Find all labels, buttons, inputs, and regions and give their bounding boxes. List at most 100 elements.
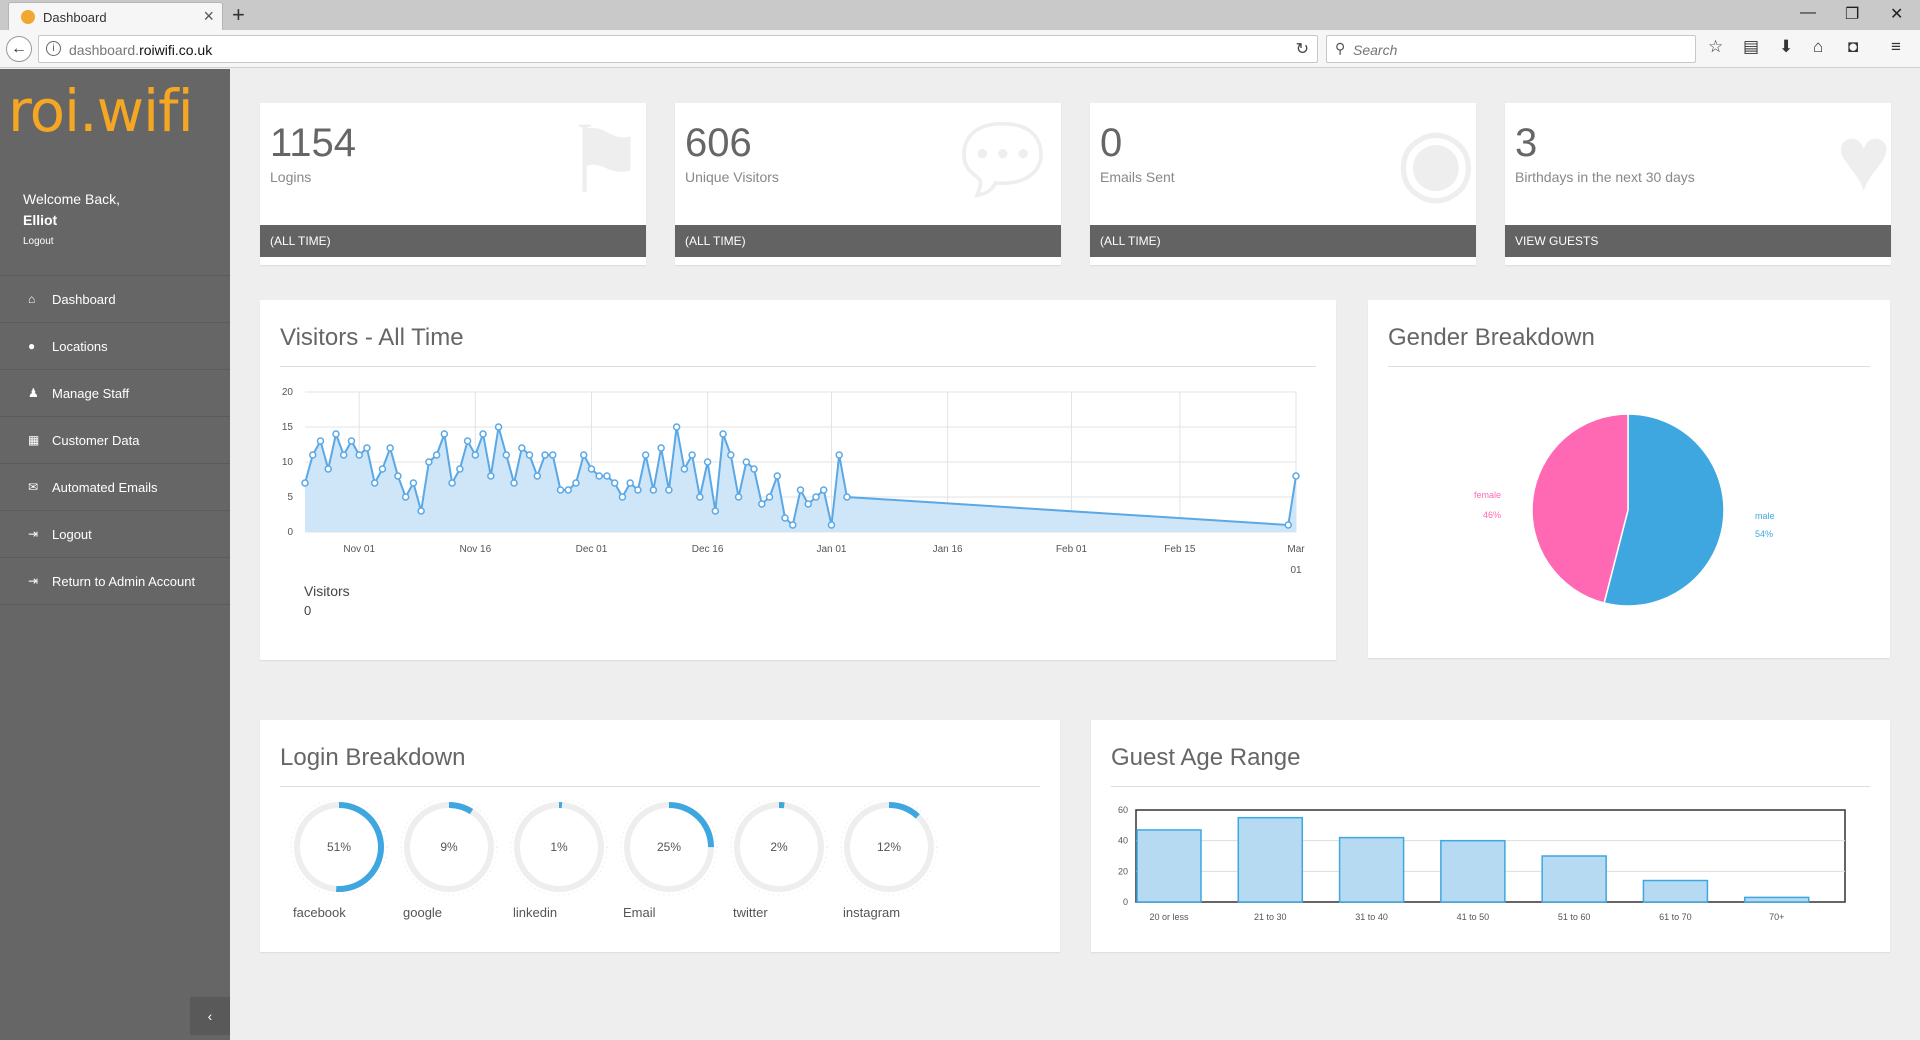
bookmark-star-icon[interactable]: ☆: [1708, 37, 1724, 56]
visitors-panel: Visitors - All Time 0 5 10 15 20 Nov 01 Nov 16…: [260, 300, 1336, 660]
donut-tick-ring: [400, 800, 498, 896]
data-point: [471, 451, 480, 459]
stat-footer[interactable]: (ALL TIME): [260, 225, 646, 257]
window-close-icon[interactable]: ✕: [1890, 6, 1904, 23]
sidebar-item-locations[interactable]: ● Locations: [0, 323, 230, 370]
donut-name-label: Email: [623, 905, 656, 920]
collapse-sidebar-button[interactable]: ‹: [190, 997, 230, 1035]
close-tab-icon[interactable]: ×: [203, 6, 214, 26]
data-point: [425, 458, 433, 466]
stat-footer[interactable]: (ALL TIME): [675, 225, 1061, 257]
data-point: [448, 479, 456, 487]
x-tick-label: 51 to 60: [1558, 912, 1591, 922]
home-button-icon[interactable]: ⌂: [1813, 37, 1824, 56]
reading-list-icon[interactable]: ▤: [1743, 37, 1760, 56]
stat-footer[interactable]: (ALL TIME): [1090, 225, 1476, 257]
stat-label: Logins: [270, 169, 312, 185]
download-icon[interactable]: ⬇: [1779, 37, 1794, 56]
donut-name-label: facebook: [293, 905, 346, 920]
sidebar-logout-link[interactable]: Logout: [23, 236, 54, 247]
sidebar-item-label: Return to Admin Account: [52, 573, 196, 589]
browser-search[interactable]: ⚲: [1326, 35, 1696, 63]
data-point: [332, 430, 340, 438]
data-point: [626, 479, 634, 487]
divider: [280, 786, 1040, 787]
x-tick-label: 61 to 70: [1659, 912, 1692, 922]
data-point: [339, 451, 348, 459]
x-tick-label: Jan 01: [816, 544, 846, 555]
donut-arc-linkedin: [514, 802, 604, 892]
data-point: [324, 465, 332, 473]
back-icon[interactable]: ←: [6, 36, 32, 62]
browser-tab[interactable]: Dashboard ×: [8, 2, 223, 30]
chevron-left-icon: ‹: [207, 1008, 213, 1024]
favicon-icon: [21, 10, 35, 24]
search-icon: ⚲: [1335, 40, 1346, 56]
new-tab-icon[interactable]: +: [232, 2, 245, 27]
data-point: [541, 451, 549, 459]
restore-icon[interactable]: ❐: [1845, 6, 1860, 23]
data-point: [518, 444, 526, 452]
visitors-line-chart: 0 5 10 15 20 Nov 01 Nov 16 Dec 01 Dec 16 Jan 01 Ja…: [282, 387, 1305, 576]
url-bar[interactable]: i dashboard.roiwifi.co.uk ↻: [38, 35, 1318, 63]
stat-value: 0: [1100, 121, 1123, 165]
age-range-panel: Guest Age Range 0 20 40 60 20 or less 21 to 3…: [1091, 720, 1890, 952]
panel-title: Login Breakdown: [280, 744, 466, 771]
data-point: [835, 451, 843, 459]
data-point: [703, 458, 712, 466]
sidebar-item-manage-staff[interactable]: ♟ Manage Staff: [0, 370, 230, 417]
data-point: [680, 465, 689, 473]
sidebar-item-automated-emails[interactable]: ✉ Automated Emails: [0, 464, 230, 511]
data-point: [672, 423, 681, 431]
reload-icon[interactable]: ↻: [1295, 41, 1309, 58]
y-tick-label: 15: [282, 422, 294, 433]
x-tick-label: Feb 01: [1056, 544, 1088, 555]
y-tick-label: 10: [282, 457, 294, 468]
sidebar-item-customer-data[interactable]: ▦ Customer Data: [0, 417, 230, 464]
x-tick-label: Mar: [1287, 544, 1305, 555]
bar-21-to-30: [1237, 816, 1304, 903]
login-breakdown-panel: Login Breakdown 51% facebook 9% google 1% lin…: [260, 720, 1060, 952]
pocket-icon[interactable]: ◘: [1848, 37, 1859, 56]
data-point: [363, 444, 371, 452]
data-point: [525, 451, 534, 459]
sidebar-nav: ⌂ Dashboard ● Locations ♟ Manage Staff ▦ Cus…: [0, 275, 230, 605]
data-point: [595, 472, 603, 480]
view-guests-button[interactable]: VIEW GUESTS: [1505, 225, 1891, 257]
bar-70-: [1743, 896, 1810, 903]
bar-51-to-60: [1541, 855, 1607, 903]
x-tick-label: Nov 01: [343, 544, 375, 555]
sidebar-item-dashboard[interactable]: ⌂ Dashboard: [0, 276, 230, 323]
area-fill: [305, 427, 1296, 532]
tab-title: Dashboard: [43, 10, 107, 25]
minimize-icon[interactable]: —: [1800, 4, 1816, 21]
stat-label: Unique Visitors: [685, 169, 779, 185]
menu-icon[interactable]: ≡: [1891, 37, 1901, 56]
bar-61-to-70: [1642, 879, 1709, 903]
stat-card-birthdays: ♥ 3 Birthdays in the next 30 days VIEW G…: [1505, 103, 1891, 265]
sidebar-item-label: Logout: [52, 526, 92, 542]
sidebar-item-return-admin[interactable]: ⇥ Return to Admin Account: [0, 558, 230, 605]
stat-value: 606: [685, 121, 752, 165]
sidebar-item-logout[interactable]: ⇥ Logout: [0, 511, 230, 558]
x-tick-label: 20 or less: [1149, 912, 1189, 922]
browser-search-input[interactable]: [1353, 40, 1683, 59]
x-tick-label: 41 to 50: [1457, 912, 1490, 922]
data-point: [765, 493, 774, 501]
donut-arc-google: [404, 802, 494, 892]
donut-percent-label: 1%: [550, 840, 568, 854]
y-tick-label: 40: [1118, 836, 1128, 846]
stat-label: Emails Sent: [1100, 169, 1175, 185]
info-icon[interactable]: i: [46, 41, 61, 56]
pie-value-label: 54%: [1755, 529, 1773, 539]
panel-title: Guest Age Range: [1111, 744, 1301, 771]
donut-name-label: instagram: [843, 905, 900, 920]
data-point: [665, 486, 673, 494]
data-point: [308, 451, 317, 459]
data-point: [533, 472, 542, 480]
donut-arc-instagram: [844, 802, 934, 892]
data-point: [564, 486, 572, 494]
data-point: [301, 479, 309, 487]
user-icon: ♟: [28, 386, 39, 400]
logo: roi.wifi: [8, 77, 194, 145]
